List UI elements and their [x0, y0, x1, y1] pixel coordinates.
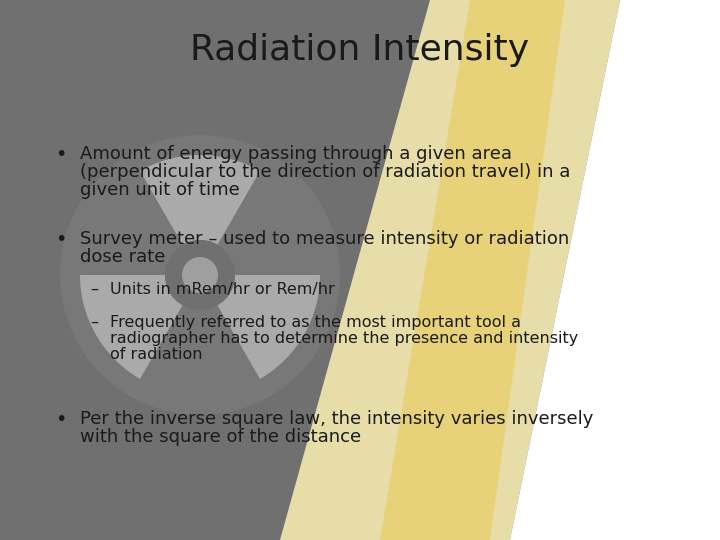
Text: (perpendicular to the direction of radiation travel) in a: (perpendicular to the direction of radia…: [80, 163, 570, 181]
Wedge shape: [217, 275, 320, 379]
Wedge shape: [80, 275, 182, 379]
Polygon shape: [280, 0, 620, 540]
Circle shape: [182, 257, 218, 293]
Text: Survey meter – used to measure intensity or radiation: Survey meter – used to measure intensity…: [80, 230, 570, 248]
Text: •: •: [55, 230, 66, 249]
Text: with the square of the distance: with the square of the distance: [80, 428, 361, 446]
Circle shape: [60, 135, 340, 415]
Text: given unit of time: given unit of time: [80, 181, 240, 199]
Text: Frequently referred to as the most important tool a: Frequently referred to as the most impor…: [110, 315, 521, 330]
Text: •: •: [55, 145, 66, 164]
Polygon shape: [510, 0, 720, 540]
Wedge shape: [140, 155, 260, 245]
Polygon shape: [380, 0, 565, 540]
Text: –: –: [90, 315, 98, 330]
Text: –: –: [90, 282, 98, 297]
Text: •: •: [55, 410, 66, 429]
Circle shape: [165, 240, 235, 310]
Text: Radiation Intensity: Radiation Intensity: [190, 33, 530, 67]
Text: radiographer has to determine the presence and intensity: radiographer has to determine the presen…: [110, 331, 578, 346]
Text: Per the inverse square law, the intensity varies inversely: Per the inverse square law, the intensit…: [80, 410, 593, 428]
Text: Units in mRem/hr or Rem/hr: Units in mRem/hr or Rem/hr: [110, 282, 335, 297]
Text: dose rate: dose rate: [80, 248, 166, 266]
Text: of radiation: of radiation: [110, 347, 202, 362]
Text: Amount of energy passing through a given area: Amount of energy passing through a given…: [80, 145, 512, 163]
